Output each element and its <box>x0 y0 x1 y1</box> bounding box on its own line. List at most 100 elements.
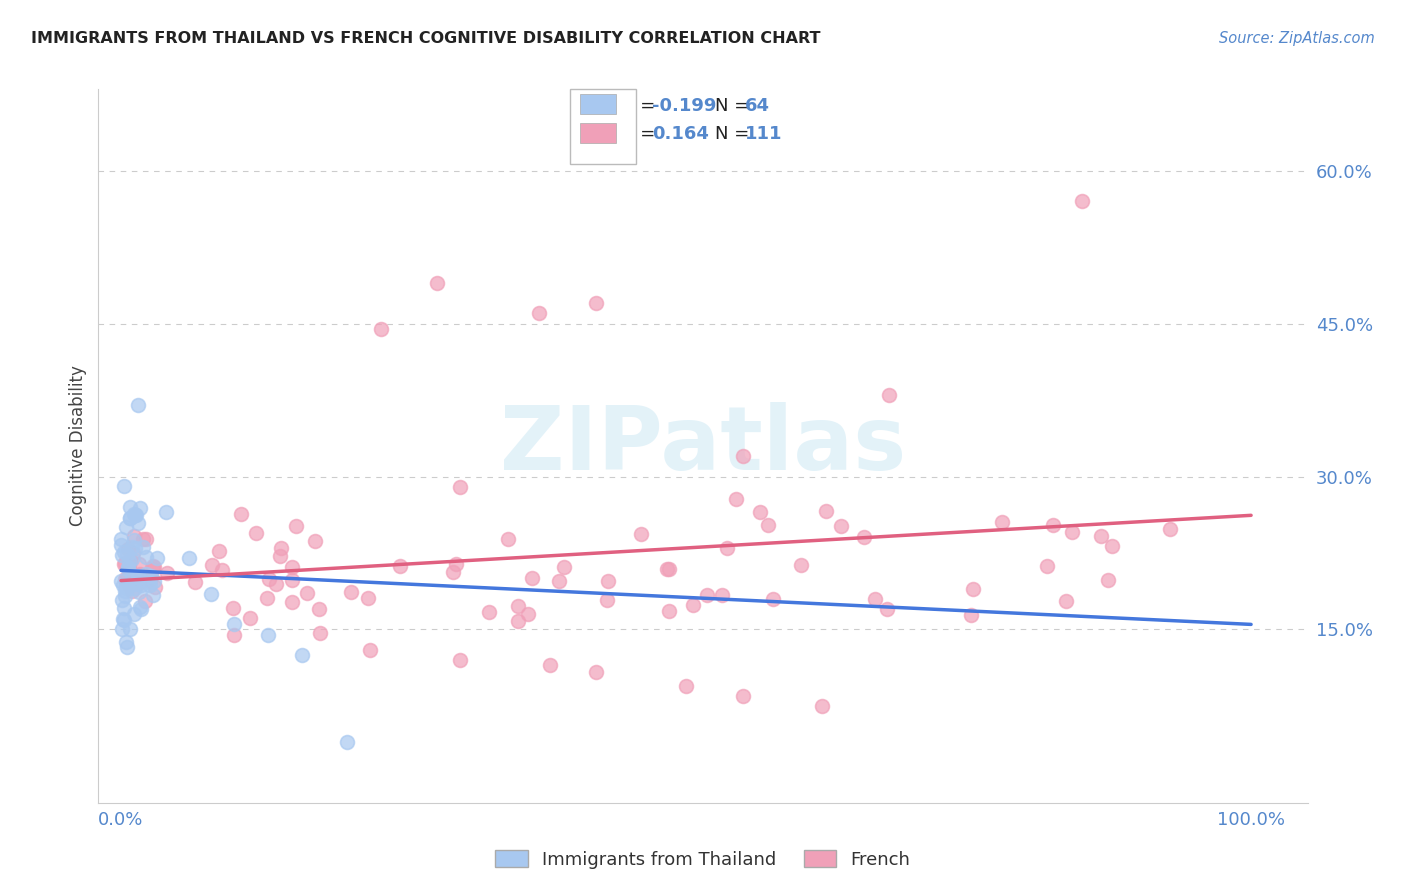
Text: N =: N = <box>716 96 755 114</box>
Point <box>281 594 304 608</box>
Text: ZIPatlas: ZIPatlas <box>501 402 905 490</box>
Point <box>756 518 779 533</box>
Point <box>118 578 141 592</box>
Text: R =: R = <box>621 96 661 114</box>
Point <box>725 492 748 507</box>
Point <box>762 592 785 607</box>
Point <box>280 573 302 587</box>
Point <box>879 388 901 402</box>
Point <box>876 602 898 616</box>
Point <box>281 559 304 574</box>
Point <box>208 544 231 558</box>
Text: IMMIGRANTS FROM THAILAND VS FRENCH COGNITIVE DISABILITY CORRELATION CHART: IMMIGRANTS FROM THAILAND VS FRENCH COGNI… <box>31 31 821 46</box>
Point <box>138 574 160 589</box>
Point <box>115 635 138 649</box>
Point <box>135 550 157 565</box>
Point <box>112 612 135 626</box>
Point <box>496 532 519 546</box>
Point <box>585 665 607 680</box>
Point <box>675 679 697 693</box>
Point <box>270 541 292 555</box>
Point <box>110 532 132 546</box>
Point <box>112 545 135 559</box>
Point <box>657 562 679 576</box>
Point <box>229 507 252 521</box>
Point <box>222 617 245 632</box>
Point <box>120 510 142 524</box>
Point <box>129 578 152 592</box>
Point <box>124 508 146 523</box>
Point <box>388 559 411 574</box>
Point <box>121 552 143 566</box>
Point <box>120 623 142 637</box>
Point <box>711 588 734 602</box>
Point <box>222 627 245 641</box>
Point <box>304 534 326 549</box>
Point <box>117 541 139 556</box>
Point <box>127 574 149 589</box>
Point <box>177 551 200 566</box>
Point <box>370 322 392 336</box>
Point <box>115 581 138 595</box>
Text: N =: N = <box>716 125 755 143</box>
Point <box>716 541 738 556</box>
Point <box>120 500 142 514</box>
Point <box>426 276 449 290</box>
Point <box>110 538 132 552</box>
Point <box>114 590 136 604</box>
Point <box>201 558 224 572</box>
Point <box>478 605 501 619</box>
Point <box>183 575 205 590</box>
Legend: Immigrants from Thailand, French: Immigrants from Thailand, French <box>488 843 918 876</box>
Point <box>121 584 143 599</box>
Point <box>449 653 471 667</box>
Point <box>308 626 330 640</box>
Point <box>211 563 233 577</box>
Point <box>118 553 141 567</box>
Point <box>1070 194 1092 209</box>
Point <box>114 556 136 570</box>
Point <box>118 565 141 579</box>
FancyBboxPatch shape <box>579 123 616 143</box>
Point <box>143 574 166 588</box>
Point <box>121 540 143 554</box>
Point <box>128 572 150 586</box>
Point <box>135 533 157 547</box>
Point <box>111 592 134 607</box>
Point <box>142 562 165 576</box>
Point <box>658 562 681 576</box>
Point <box>114 580 136 594</box>
Point <box>115 573 138 587</box>
Point <box>266 576 288 591</box>
Point <box>357 591 380 606</box>
Point <box>128 557 150 571</box>
Point <box>112 578 135 592</box>
Point <box>731 449 754 463</box>
Point <box>960 607 983 622</box>
Point <box>117 562 139 576</box>
Text: 111: 111 <box>745 125 783 143</box>
Point <box>121 570 143 584</box>
Point <box>257 627 280 641</box>
Point <box>547 574 569 588</box>
Point <box>115 640 138 655</box>
Point <box>111 622 134 636</box>
Text: Source: ZipAtlas.com: Source: ZipAtlas.com <box>1219 31 1375 46</box>
Point <box>1042 517 1064 532</box>
Point <box>308 601 330 615</box>
Point <box>111 548 134 562</box>
Point <box>155 505 177 519</box>
Text: 0.164: 0.164 <box>652 125 709 143</box>
Point <box>658 604 681 618</box>
Point <box>269 549 291 563</box>
Point <box>124 582 146 596</box>
Point <box>122 545 145 559</box>
Point <box>112 479 135 493</box>
Point <box>118 511 141 525</box>
Point <box>1060 524 1083 539</box>
Point <box>285 519 308 533</box>
Point <box>122 577 145 591</box>
Point <box>991 515 1014 529</box>
Point <box>138 578 160 592</box>
Point <box>124 541 146 555</box>
